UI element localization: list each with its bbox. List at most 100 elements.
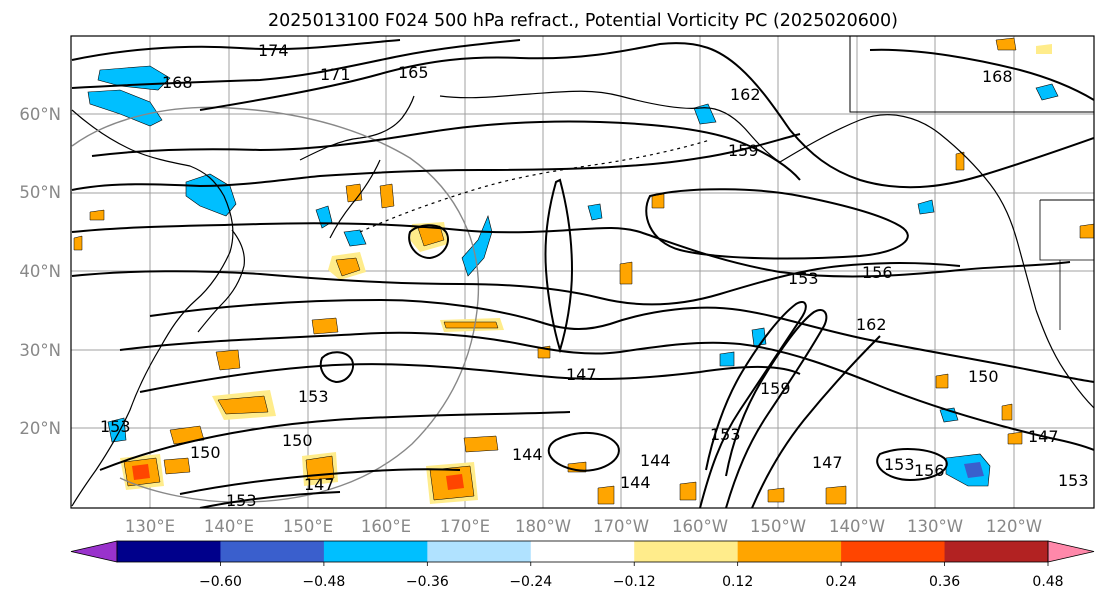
contour-closed-5 [876, 448, 948, 482]
positive-anomaly-patch [311, 317, 339, 335]
positive-anomaly-patch [215, 349, 241, 371]
contour-label: 159 [728, 141, 759, 160]
colorbar-segment [841, 541, 946, 562]
contour-label: 171 [320, 65, 351, 84]
lon-label: 140°E [204, 517, 254, 536]
positive-anomaly-patch [463, 435, 499, 453]
positive-anomaly-patch [73, 235, 83, 251]
contour-trough-2 [699, 301, 807, 508]
colorbar-tick-label: −0.24 [509, 574, 552, 590]
contour-153 [71, 262, 961, 306]
colorbar: −0.60 −0.48 −0.36 −0.24 −0.12 0.12 0.24 0.36 0.4… [70, 540, 1095, 590]
lon-label: 130°E [125, 517, 175, 536]
contours [71, 39, 1094, 508]
contour-165 [199, 42, 1094, 189]
contour-144 [139, 363, 801, 393]
positive-anomaly-patch [345, 183, 363, 203]
positive-anomaly-patch [767, 487, 785, 503]
colorbar-tick-label: 0.12 [722, 574, 753, 590]
contour-171 [71, 39, 521, 89]
contour-150-south [99, 411, 571, 471]
great-circle-arc [71, 106, 480, 503]
colorbar-segment [427, 541, 532, 562]
lon-label: 130°W [907, 517, 963, 536]
contour-174 [71, 39, 401, 61]
negative-anomaly-patch [964, 462, 984, 478]
contour-147-south [179, 468, 461, 495]
contour-label: 150 [282, 431, 313, 450]
colorbar-segment [323, 541, 428, 562]
colorbar-tick-label: −0.60 [199, 574, 242, 590]
positive-anomaly-patch [446, 474, 464, 490]
contour-closed-3 [408, 224, 449, 260]
contour-label: 156 [862, 263, 893, 282]
contour-label: 150 [968, 367, 999, 386]
lon-label: 160°E [361, 517, 411, 536]
contour-159 [71, 133, 801, 191]
contour-144-south [199, 491, 341, 508]
positive-anomaly-patch [163, 457, 191, 475]
asia-coastline [71, 109, 234, 507]
colorbar-extend-low [70, 540, 118, 563]
contour-label: 153 [884, 455, 915, 474]
lat-label: 40°N [19, 262, 61, 281]
contour-label: 144 [640, 451, 671, 470]
contour-156 [71, 222, 1071, 278]
contour-closed-4 [547, 431, 620, 472]
lon-label: 140°W [829, 517, 885, 536]
lon-label: 150°W [750, 517, 806, 536]
gulf-alaska-coastline [779, 114, 1037, 311]
positive-anomaly-patch [995, 37, 1017, 51]
negative-anomaly-patch [693, 103, 717, 125]
contour-147 [119, 331, 1094, 451]
contour-trough-1 [544, 178, 574, 354]
positive-anomaly-patch [825, 485, 847, 505]
coastlines [71, 36, 1094, 507]
negative-anomaly-patch [1035, 83, 1059, 101]
contour-label: 168 [982, 67, 1013, 86]
positive-anomaly-patch [379, 183, 395, 209]
contour-168-ne [869, 48, 1094, 101]
canada-border [849, 36, 1094, 201]
lat-label: 20°N [19, 419, 61, 438]
contour-label: 153 [226, 491, 257, 510]
alaska-coastline [439, 90, 781, 163]
contour-label: 153 [710, 425, 741, 444]
contour-label: 159 [760, 379, 791, 398]
positive-anomaly-patch [619, 261, 633, 285]
colorbar-tick-label: 0.36 [929, 574, 960, 590]
lon-label: 170°W [593, 517, 649, 536]
contour-label: 156 [914, 461, 945, 480]
contour-label: 150 [190, 443, 221, 462]
contour-label: 153 [100, 417, 131, 436]
contour-label: 147 [566, 365, 597, 384]
contour-label: 144 [512, 445, 543, 464]
lon-label: 170°E [440, 517, 490, 536]
colorbar-tick-label: −0.36 [406, 574, 449, 590]
colorbar-segment [634, 541, 739, 562]
contour-labels: 174 171 165 168 162 159 168 153 156 162 … [100, 41, 1089, 510]
latitude-labels: 60°N 50°N 40°N 30°N 20°N [19, 105, 61, 438]
aleutian-chain [359, 139, 711, 233]
contour-label: 147 [1028, 427, 1059, 446]
positive-anomaly-patch [935, 373, 949, 389]
positive-anomaly-patch [1001, 403, 1013, 421]
lon-label: 120°W [986, 517, 1042, 536]
contour-trough-4 [751, 335, 881, 508]
contour-label: 147 [304, 475, 335, 494]
colorbar-segment [117, 541, 221, 562]
positive-anomaly-patch [132, 464, 150, 480]
contour-closed-2 [319, 351, 354, 384]
positive-anomaly-patch [1079, 223, 1094, 239]
longitude-labels: 130°E 140°E 150°E 160°E 170°E 180°W 170°W 160°W… [125, 517, 1042, 536]
figure-title: 2025013100 F024 500 hPa refract., Potent… [268, 11, 898, 31]
contour-150 [149, 298, 1094, 383]
contour-label: 162 [730, 85, 761, 104]
lat-label: 50°N [19, 183, 61, 202]
positive-anomaly-patch [679, 481, 697, 501]
positive-anomaly-patch [597, 485, 615, 505]
japan-coastline [197, 229, 245, 333]
contour-label: 153 [298, 387, 329, 406]
contour-162 [91, 120, 801, 181]
